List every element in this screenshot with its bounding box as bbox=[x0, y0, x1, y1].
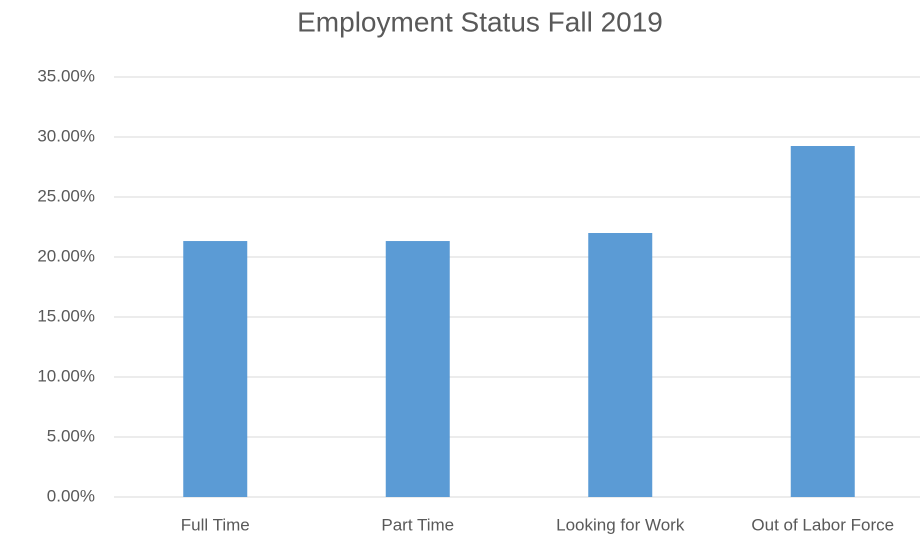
y-tick-label: 15.00% bbox=[37, 306, 95, 325]
y-tick-label: 30.00% bbox=[37, 126, 95, 145]
y-tick-label: 35.00% bbox=[37, 66, 95, 85]
bar bbox=[385, 241, 450, 497]
y-tick-label: 10.00% bbox=[37, 366, 95, 385]
chart-title: Employment Status Fall 2019 bbox=[297, 6, 663, 37]
y-tick-label: 0.00% bbox=[47, 486, 95, 505]
bar bbox=[588, 233, 653, 497]
y-tick-label: 5.00% bbox=[47, 426, 95, 445]
bar bbox=[790, 146, 855, 497]
y-tick-label: 25.00% bbox=[37, 186, 95, 205]
x-tick-label: Out of Labor Force bbox=[751, 515, 894, 534]
x-tick-label: Looking for Work bbox=[556, 515, 685, 534]
x-tick-label: Part Time bbox=[381, 515, 454, 534]
bar bbox=[183, 241, 248, 497]
x-tick-label: Full Time bbox=[181, 515, 250, 534]
y-tick-label: 20.00% bbox=[37, 246, 95, 265]
